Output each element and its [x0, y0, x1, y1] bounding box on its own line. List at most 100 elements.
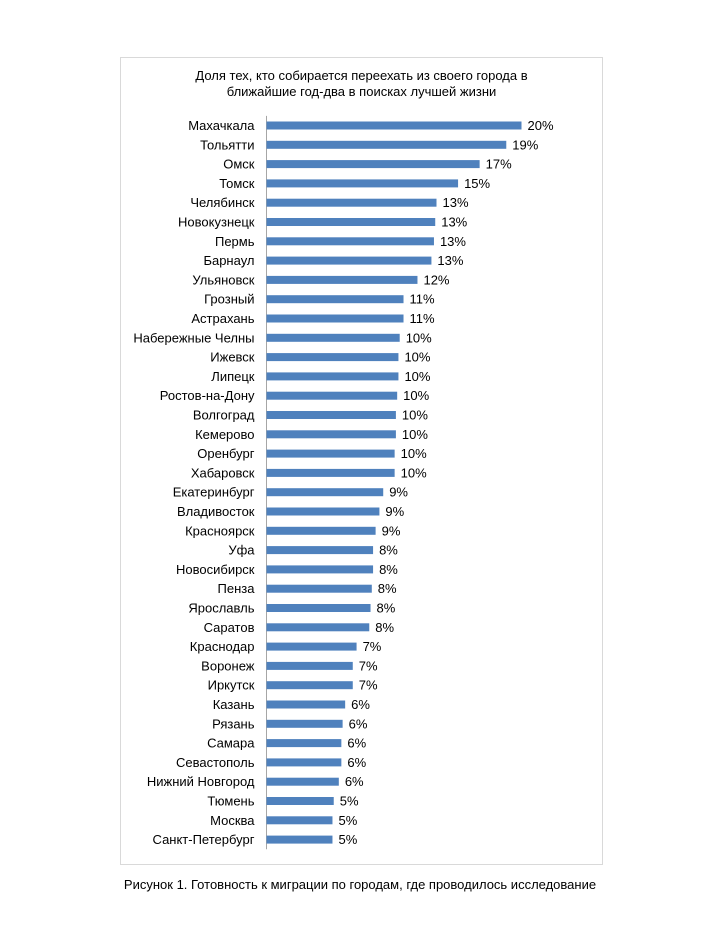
chart-title-line-1: Доля тех, кто собирается переехать из св… [195, 68, 528, 83]
bar [266, 468, 395, 477]
category-label: Пермь [215, 234, 255, 249]
data-label: 7% [359, 658, 378, 673]
bar [266, 642, 357, 651]
bar [266, 777, 339, 786]
category-label: Грозный [204, 292, 254, 307]
category-label: Омск [223, 157, 255, 172]
category-label: Екатеринбург [173, 485, 255, 500]
category-label: Кемерово [195, 427, 254, 442]
bar [266, 584, 372, 593]
bar [266, 623, 370, 632]
category-label: Тольятти [200, 137, 254, 152]
data-label: 10% [402, 427, 428, 442]
chart-title: Доля тех, кто собирается переехать из св… [120, 68, 603, 100]
bar [266, 719, 343, 728]
bar [266, 661, 353, 670]
category-label: Красноярск [185, 523, 255, 538]
data-label: 8% [378, 581, 397, 596]
bar [266, 198, 437, 207]
data-label: 10% [402, 408, 428, 423]
data-label: 8% [377, 601, 396, 616]
category-label: Владивосток [177, 504, 255, 519]
bar [266, 256, 432, 265]
bar [266, 430, 396, 439]
bar [266, 391, 398, 400]
bar [266, 565, 374, 574]
data-label: 6% [347, 755, 366, 770]
bar [266, 275, 418, 284]
data-label: 8% [379, 562, 398, 577]
data-label: 8% [379, 543, 398, 558]
bar [266, 797, 334, 805]
data-label: 19% [512, 137, 538, 152]
data-label: 10% [404, 369, 430, 384]
data-label: 9% [389, 485, 408, 500]
bar [266, 604, 371, 612]
data-label: 10% [401, 446, 427, 461]
bar [266, 333, 400, 342]
bar [266, 700, 346, 709]
data-label: 12% [423, 272, 449, 287]
data-label: 7% [359, 678, 378, 693]
category-label: Набережные Челны [133, 330, 254, 345]
bar [266, 488, 384, 497]
data-label: 13% [437, 253, 463, 268]
data-label: 15% [464, 176, 490, 191]
data-label: 13% [441, 215, 467, 230]
data-label: 9% [385, 504, 404, 519]
bar [266, 835, 333, 844]
category-label: Махачкала [188, 118, 255, 133]
bar [266, 237, 434, 246]
category-label: Астрахань [191, 311, 254, 326]
data-label: 5% [338, 832, 357, 847]
bar [266, 353, 399, 362]
category-label: Барнаул [203, 253, 254, 268]
category-label: Нижний Новгород [147, 774, 255, 789]
bar [266, 121, 522, 130]
data-label: 13% [440, 234, 466, 249]
category-label: Ижевск [210, 350, 255, 365]
bar [266, 546, 374, 555]
data-label: 5% [340, 794, 359, 809]
bar [266, 295, 404, 304]
category-label: Липецк [211, 369, 255, 384]
data-label: 7% [363, 639, 382, 654]
data-label: 10% [401, 465, 427, 480]
category-label: Самара [207, 736, 255, 751]
category-label: Тюмень [207, 794, 254, 809]
category-label: Хабаровск [191, 465, 255, 480]
category-label: Иркутск [208, 678, 255, 693]
bar [266, 218, 436, 226]
data-label: 6% [349, 716, 368, 731]
category-label: Оренбург [197, 446, 254, 461]
data-label: 8% [375, 620, 394, 635]
bar [266, 140, 507, 149]
category-label: Челябинск [190, 195, 254, 210]
bar [266, 739, 342, 748]
bar [266, 758, 342, 767]
category-label: Новосибирск [176, 562, 255, 577]
data-label: 5% [338, 813, 357, 828]
data-label: 10% [404, 350, 430, 365]
data-label: 10% [406, 330, 432, 345]
category-label: Воронеж [201, 658, 255, 673]
bar [266, 314, 404, 323]
data-label: 6% [345, 774, 364, 789]
bar [266, 160, 480, 169]
data-label: 9% [382, 523, 401, 538]
category-label: Томск [219, 176, 255, 191]
chart-title-line-2: ближайшие год-два в поисках лучшей жизни [226, 84, 497, 99]
category-label: Казань [213, 697, 255, 712]
category-label: Саратов [204, 620, 255, 635]
data-label: 11% [410, 292, 435, 307]
chart-frame [120, 57, 603, 865]
bars-layer: Махачкала 20% Тольятти 19% Омск 17% Томск 15% Че… [133, 115, 554, 850]
category-label: Уфа [228, 543, 255, 558]
data-label: 17% [486, 157, 512, 172]
category-label: Рязань [212, 716, 255, 731]
bar [266, 411, 396, 419]
figure-caption: Рисунок 1. Готовность к миграции по горо… [123, 877, 597, 892]
category-label: Санкт-Петербург [153, 832, 255, 847]
category-label: Москва [210, 813, 255, 828]
